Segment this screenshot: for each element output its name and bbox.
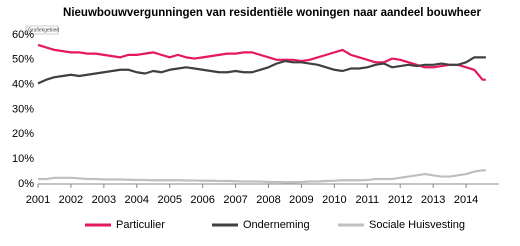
x-tick-label: 2010 <box>322 194 346 206</box>
y-tick-label: 0% <box>18 178 34 190</box>
chart: Nieuwbouwvergunningen van residentiële w… <box>12 7 499 231</box>
x-tick-label: 2001 <box>26 194 50 206</box>
line <box>37 56 486 85</box>
tooltip-box <box>25 25 59 35</box>
x-tick-label: 2005 <box>157 194 181 206</box>
x-tick-label: 2007 <box>223 194 247 206</box>
x-tick-label: 2012 <box>388 194 412 206</box>
legend-label: Sociale Huisvesting <box>369 219 465 231</box>
x-tick-label: 2002 <box>59 194 83 206</box>
x-tick-label: 2013 <box>421 194 445 206</box>
legend-label: Particulier <box>116 219 165 231</box>
y-tick-label: 60% <box>12 29 34 41</box>
y-tick-label: 30% <box>12 103 34 115</box>
line <box>38 169 486 184</box>
x-tick-label: 2006 <box>190 194 214 206</box>
y-tick-label: 10% <box>12 153 34 165</box>
x-tick-label: 2004 <box>125 194 149 206</box>
y-tick-label: 40% <box>12 79 34 91</box>
chart-title: Nieuwbouwvergunningen van residentiële w… <box>63 7 481 19</box>
x-tick-label: 2008 <box>256 194 280 206</box>
y-tick-label: 50% <box>12 54 34 66</box>
line <box>37 43 486 81</box>
x-tick-label: 2011 <box>355 194 379 206</box>
y-tick-label: 20% <box>12 128 34 140</box>
tooltip: Grafiekgebied <box>28 27 59 33</box>
x-tick-label: 2003 <box>92 194 116 206</box>
x-tick-label: 2009 <box>289 194 313 206</box>
x-tick-label: 2014 <box>454 194 478 206</box>
legend-label: Onderneming <box>243 219 310 231</box>
